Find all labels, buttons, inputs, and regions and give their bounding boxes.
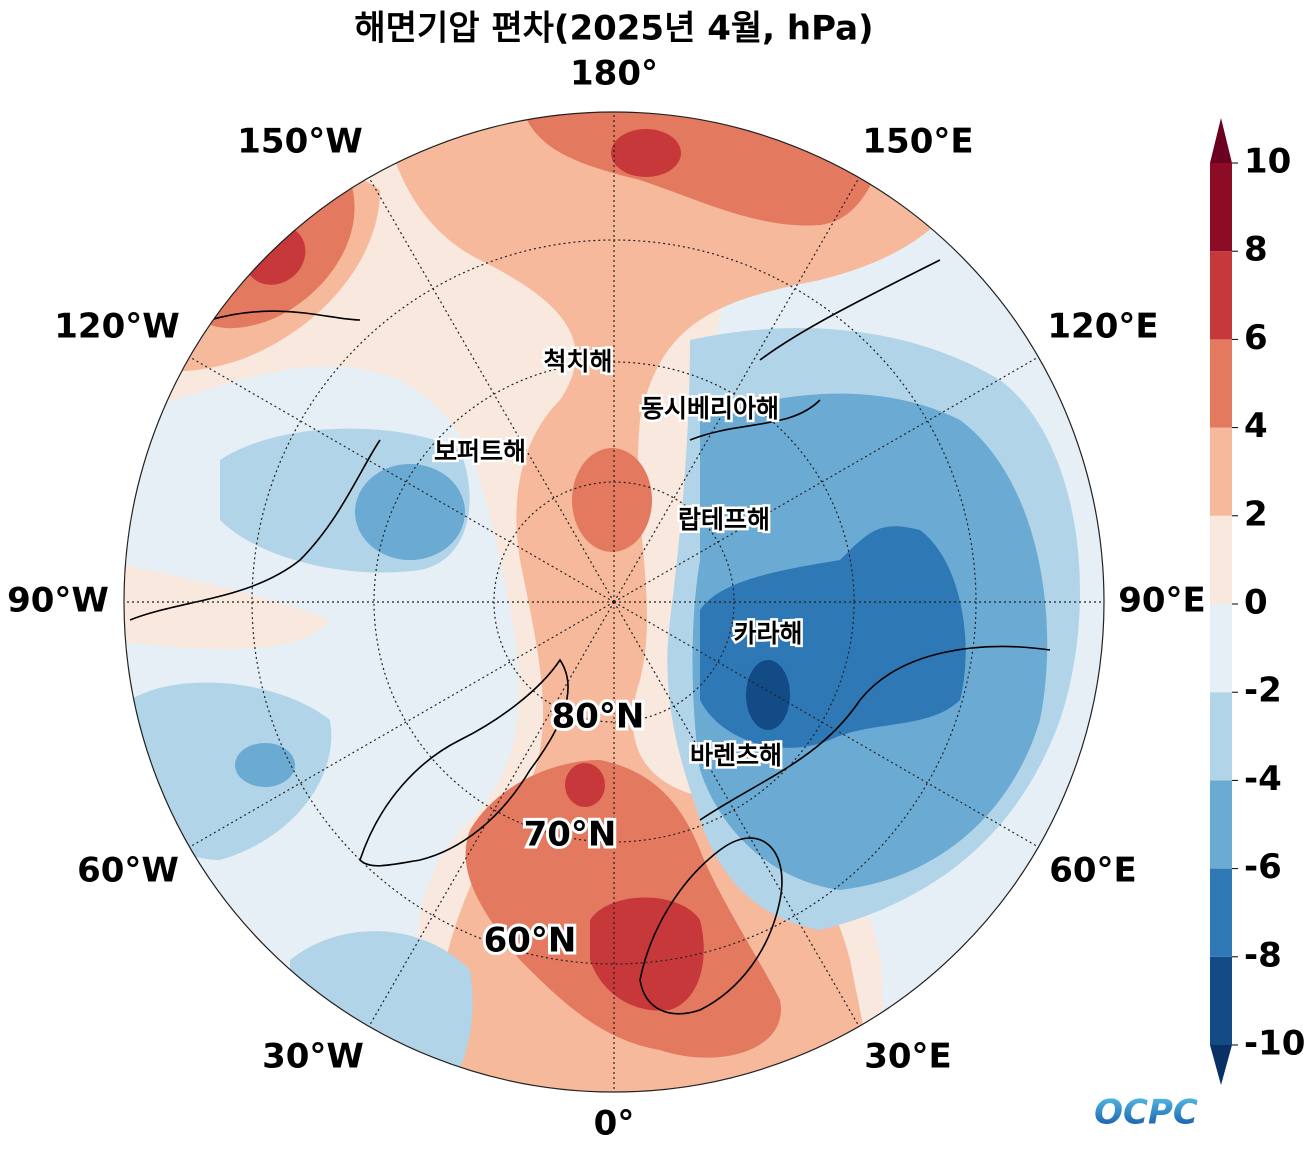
colorbar-segment — [1210, 780, 1232, 869]
contour-fill — [746, 660, 790, 730]
colorbar-tick-label: 10 — [1244, 142, 1291, 182]
longitude-label: 60°E — [1049, 851, 1137, 891]
colorbar-segment — [1210, 956, 1232, 1045]
longitude-label: 120°E — [1047, 307, 1158, 347]
sea-name: 척치해 — [543, 347, 612, 376]
graticule-meridian — [613, 601, 865, 1036]
longitude-label: 120°W — [54, 307, 179, 347]
longitude-label: 150°W — [237, 122, 362, 162]
coastline — [129, 310, 381, 621]
anomaly-field — [124, 112, 1104, 1092]
sea-name: 바렌츠해 — [690, 741, 782, 770]
colorbar-tick-label: -6 — [1244, 847, 1282, 887]
longitude-label: 30°W — [262, 1037, 364, 1077]
graticule-meridian — [363, 601, 615, 1036]
contour-fill — [130, 682, 332, 860]
longitude-label: 60°W — [77, 851, 179, 891]
coastline — [689, 259, 941, 441]
sea-name: 랍테프해 — [678, 505, 770, 534]
colorbar-segment — [1210, 427, 1232, 516]
colorbar-tick-label: 2 — [1244, 494, 1268, 534]
colorbar-tick-label: -10 — [1244, 1024, 1305, 1064]
sea-name: 보퍼트해 — [434, 437, 526, 466]
colorbar-tick-label: -4 — [1244, 759, 1282, 799]
colorbar-segment — [1210, 692, 1232, 781]
contour-fill — [235, 743, 295, 787]
graticule-meridian — [613, 351, 1048, 603]
colorbar-segment — [1210, 163, 1232, 252]
longitude-label: 90°W — [7, 581, 109, 621]
sea-name: 동시베리아해 — [641, 394, 779, 423]
map-title: 해면기압 편차(2025년 4월, hPa) — [354, 9, 873, 49]
colorbar-tick-label: 0 — [1244, 583, 1268, 623]
colorbar-under — [1210, 1045, 1232, 1085]
colorbar-segment — [1210, 339, 1232, 428]
colorbar-segment — [1210, 515, 1232, 604]
longitude-label: 30°E — [864, 1037, 952, 1077]
colorbar-over — [1210, 118, 1232, 163]
map-boundary — [123, 111, 1105, 1093]
longitude-label: 150°E — [862, 122, 973, 162]
contour-fill — [572, 448, 652, 552]
coastline — [359, 658, 569, 867]
colorbar-tick-label: -8 — [1244, 935, 1282, 975]
colorbar-tick-label: 8 — [1244, 230, 1268, 270]
colorbar-tick-label: 6 — [1244, 318, 1268, 358]
graticule-meridian — [363, 168, 615, 603]
contour-fill — [124, 560, 330, 649]
coastline — [639, 837, 783, 1015]
contour-fill — [611, 129, 681, 177]
colorbar-segment — [1210, 604, 1232, 693]
colorbar-segment — [1210, 868, 1232, 957]
latitude-label: 70°N — [524, 815, 617, 855]
latitude-label: 60°N — [484, 921, 577, 961]
longitude-label: 180° — [570, 54, 658, 94]
graticule-meridian — [180, 351, 615, 603]
longitude-label: 0° — [594, 1104, 635, 1144]
graticule-meridian — [613, 168, 865, 603]
sea-name: 카라해 — [733, 619, 802, 648]
graticule-meridian — [613, 601, 1048, 853]
coastline — [699, 645, 1051, 821]
colorbar-segment — [1210, 251, 1232, 340]
graticule-meridian — [180, 601, 615, 853]
longitude-label: 90°E — [1118, 581, 1206, 621]
colorbar-tick-label: -2 — [1244, 671, 1282, 711]
contour-fill — [565, 763, 605, 807]
logo: OCPC — [1094, 1093, 1198, 1133]
contour-fill — [355, 464, 465, 560]
latitude-label: 80°N — [552, 697, 645, 737]
colorbar-tick-label: 4 — [1244, 406, 1268, 446]
